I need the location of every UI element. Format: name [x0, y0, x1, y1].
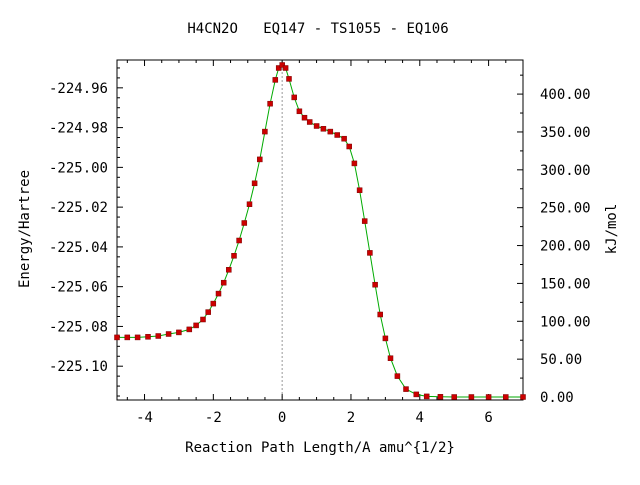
data-point	[291, 94, 297, 101]
data-point	[356, 187, 363, 193]
y2-axis-label: kJ/mol	[604, 204, 620, 255]
data-point	[320, 126, 327, 132]
data-point	[394, 373, 401, 379]
tick-layer: -4 -2 0 2 4 6 -224.96 -224.98 -225.00 -225.02 -225…	[49, 60, 591, 426]
data-point	[372, 281, 378, 288]
data-point	[272, 77, 279, 83]
data-point	[346, 143, 352, 150]
y2-tick-label: 200.00	[540, 239, 591, 255]
data-point	[468, 394, 475, 400]
x-tick-label: 2	[347, 410, 355, 426]
data-point	[313, 123, 320, 129]
data-point	[503, 394, 509, 400]
data-point	[520, 394, 526, 400]
data-point	[257, 156, 263, 163]
data-point	[145, 334, 151, 340]
data-point	[155, 333, 162, 339]
data-point	[382, 335, 389, 342]
y2-tick-label: 0.00	[540, 390, 574, 406]
y-tick-label: -225.04	[49, 240, 108, 256]
y2-tick-label: 400.00	[540, 87, 591, 103]
data-point	[220, 279, 227, 286]
data-point	[301, 114, 308, 121]
data-point	[210, 300, 217, 307]
data-point	[262, 128, 268, 135]
y-tick-label: -225.00	[49, 160, 108, 176]
x-tick-label: -2	[205, 410, 222, 426]
data-point	[236, 237, 242, 244]
data-point	[485, 394, 492, 400]
y-tick-label: -225.02	[49, 200, 108, 216]
y-tick-label: -225.06	[49, 280, 108, 296]
energy-curve-line	[117, 64, 523, 398]
data-point	[246, 201, 253, 207]
y-tick-label: -225.08	[49, 319, 108, 335]
curve-layer	[117, 64, 523, 398]
y2-tick-label: 150.00	[540, 276, 591, 292]
data-point	[451, 394, 457, 400]
data-point	[200, 316, 206, 323]
data-point	[367, 250, 373, 256]
data-point	[387, 355, 394, 361]
data-point	[334, 132, 340, 138]
y2-tick-label: 100.00	[540, 314, 591, 330]
plot-area	[116, 59, 524, 401]
y-tick-label: -224.96	[49, 81, 108, 97]
y2-tick-label: 300.00	[540, 163, 591, 179]
data-point	[341, 135, 347, 142]
x-tick-label: 4	[416, 410, 424, 426]
data-point	[165, 331, 172, 337]
data-point	[306, 119, 313, 125]
data-point	[413, 391, 420, 398]
data-point	[267, 100, 273, 107]
x-tick-label: -4	[136, 410, 153, 426]
data-points-layer	[114, 62, 526, 400]
y-tick-label: -225.10	[49, 359, 108, 375]
data-point	[226, 267, 232, 273]
data-point	[231, 253, 237, 259]
data-point	[279, 62, 285, 68]
data-point	[124, 334, 131, 341]
data-point	[275, 65, 282, 71]
data-point	[403, 386, 409, 392]
data-point	[286, 76, 292, 82]
chart-title: H4CN2O EQ147 - TS1055 - EQ106	[187, 21, 448, 37]
y-tick-label: -224.98	[49, 121, 108, 137]
y2-tick-label: 250.00	[540, 201, 591, 217]
data-point	[114, 334, 120, 341]
data-point	[377, 311, 383, 318]
x-tick-label: 0	[278, 410, 286, 426]
data-point	[215, 290, 222, 297]
data-point	[327, 128, 334, 135]
data-point	[241, 220, 248, 226]
data-point	[437, 394, 444, 400]
data-point	[351, 160, 358, 167]
data-point	[193, 322, 199, 329]
data-point	[361, 218, 368, 224]
x-tick-label: 6	[484, 410, 492, 426]
data-point	[186, 326, 193, 333]
y2-tick-label: 50.00	[540, 352, 582, 368]
data-point	[176, 329, 182, 336]
y-axis-label: Energy/Hartree	[17, 170, 33, 288]
data-point	[423, 393, 430, 400]
data-point	[282, 65, 289, 71]
data-point	[205, 309, 211, 315]
x-axis-label: Reaction Path Length/A amu^{1/2}	[185, 440, 455, 456]
data-point	[296, 108, 303, 115]
y2-tick-label: 350.00	[540, 125, 591, 141]
data-point	[134, 334, 141, 341]
data-point	[251, 180, 258, 187]
